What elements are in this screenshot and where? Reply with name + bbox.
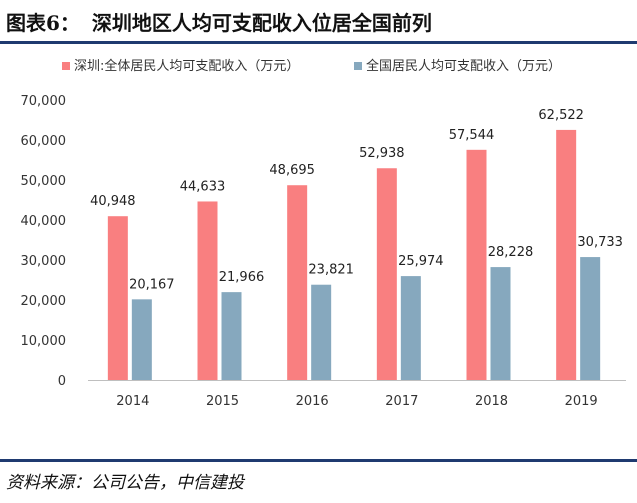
legend-swatch-2	[354, 62, 362, 70]
x-tick-label: 2016	[296, 394, 329, 409]
data-label-series1-2015: 44,633	[180, 179, 226, 194]
x-tick-label: 2015	[206, 394, 239, 409]
y-tick-label: 50,000	[21, 174, 67, 189]
data-label-series2-2019: 30,733	[577, 235, 623, 250]
bar-series2-2019	[580, 257, 601, 380]
y-tick-label: 0	[58, 374, 66, 389]
x-tick-label: 2019	[565, 394, 598, 409]
data-label-series2-2016: 23,821	[308, 263, 354, 278]
y-tick-label: 70,000	[21, 94, 67, 109]
top-divider	[0, 41, 637, 44]
y-tick-label: 60,000	[21, 134, 67, 149]
figure-label: 图表6：	[6, 10, 80, 35]
bottom-divider	[0, 459, 637, 462]
figure-header: 图表6： 深圳地区人均可支配收入位居全国前列	[6, 4, 631, 38]
data-label-series2-2018: 28,228	[488, 245, 534, 260]
data-label-series2-2015: 21,966	[219, 270, 265, 285]
data-label-series1-2017: 52,938	[359, 146, 405, 161]
bar-series1-2016	[287, 185, 308, 380]
bar-series2-2016	[311, 284, 332, 380]
figure-title: 深圳地区人均可支配收入位居全国前列	[91, 10, 432, 35]
x-tick-label: 2014	[116, 394, 149, 409]
bar-series2-2017	[400, 276, 421, 380]
legend-label-2: 全国居民人均可支配收入（万元）	[366, 58, 561, 74]
legend-swatch-1	[62, 62, 70, 70]
x-tick-label: 2018	[475, 394, 508, 409]
x-tick-label: 2017	[385, 394, 418, 409]
data-label-series1-2014: 40,948	[90, 194, 136, 209]
bar-series1-2019	[556, 129, 577, 380]
data-label-series1-2019: 62,522	[538, 108, 584, 123]
bar-series2-2014	[131, 299, 152, 380]
bar-series1-2015	[197, 201, 218, 380]
legend-label-1: 深圳:全体居民人均可支配收入（万元）	[74, 58, 299, 74]
bar-series2-2018	[490, 267, 511, 380]
y-tick-label: 40,000	[21, 214, 67, 229]
y-tick-label: 20,000	[21, 294, 67, 309]
data-label-series1-2018: 57,544	[449, 128, 495, 143]
bar-series2-2015	[221, 292, 242, 380]
y-tick-label: 30,000	[21, 254, 67, 269]
bar-series1-2018	[466, 149, 487, 380]
bar-series1-2017	[376, 168, 397, 380]
data-label-series2-2017: 25,974	[398, 254, 444, 269]
y-tick-label: 10,000	[21, 334, 67, 349]
source-note: 资料来源：公司公告，中信建投	[6, 473, 244, 493]
bar-series1-2014	[107, 216, 128, 380]
data-label-series1-2016: 48,695	[269, 163, 315, 178]
data-label-series2-2014: 20,167	[129, 277, 175, 292]
bar-chart: 深圳:全体居民人均可支配收入（万元） 全国居民人均可支配收入（万元） 0 10,000…	[21, 58, 626, 409]
